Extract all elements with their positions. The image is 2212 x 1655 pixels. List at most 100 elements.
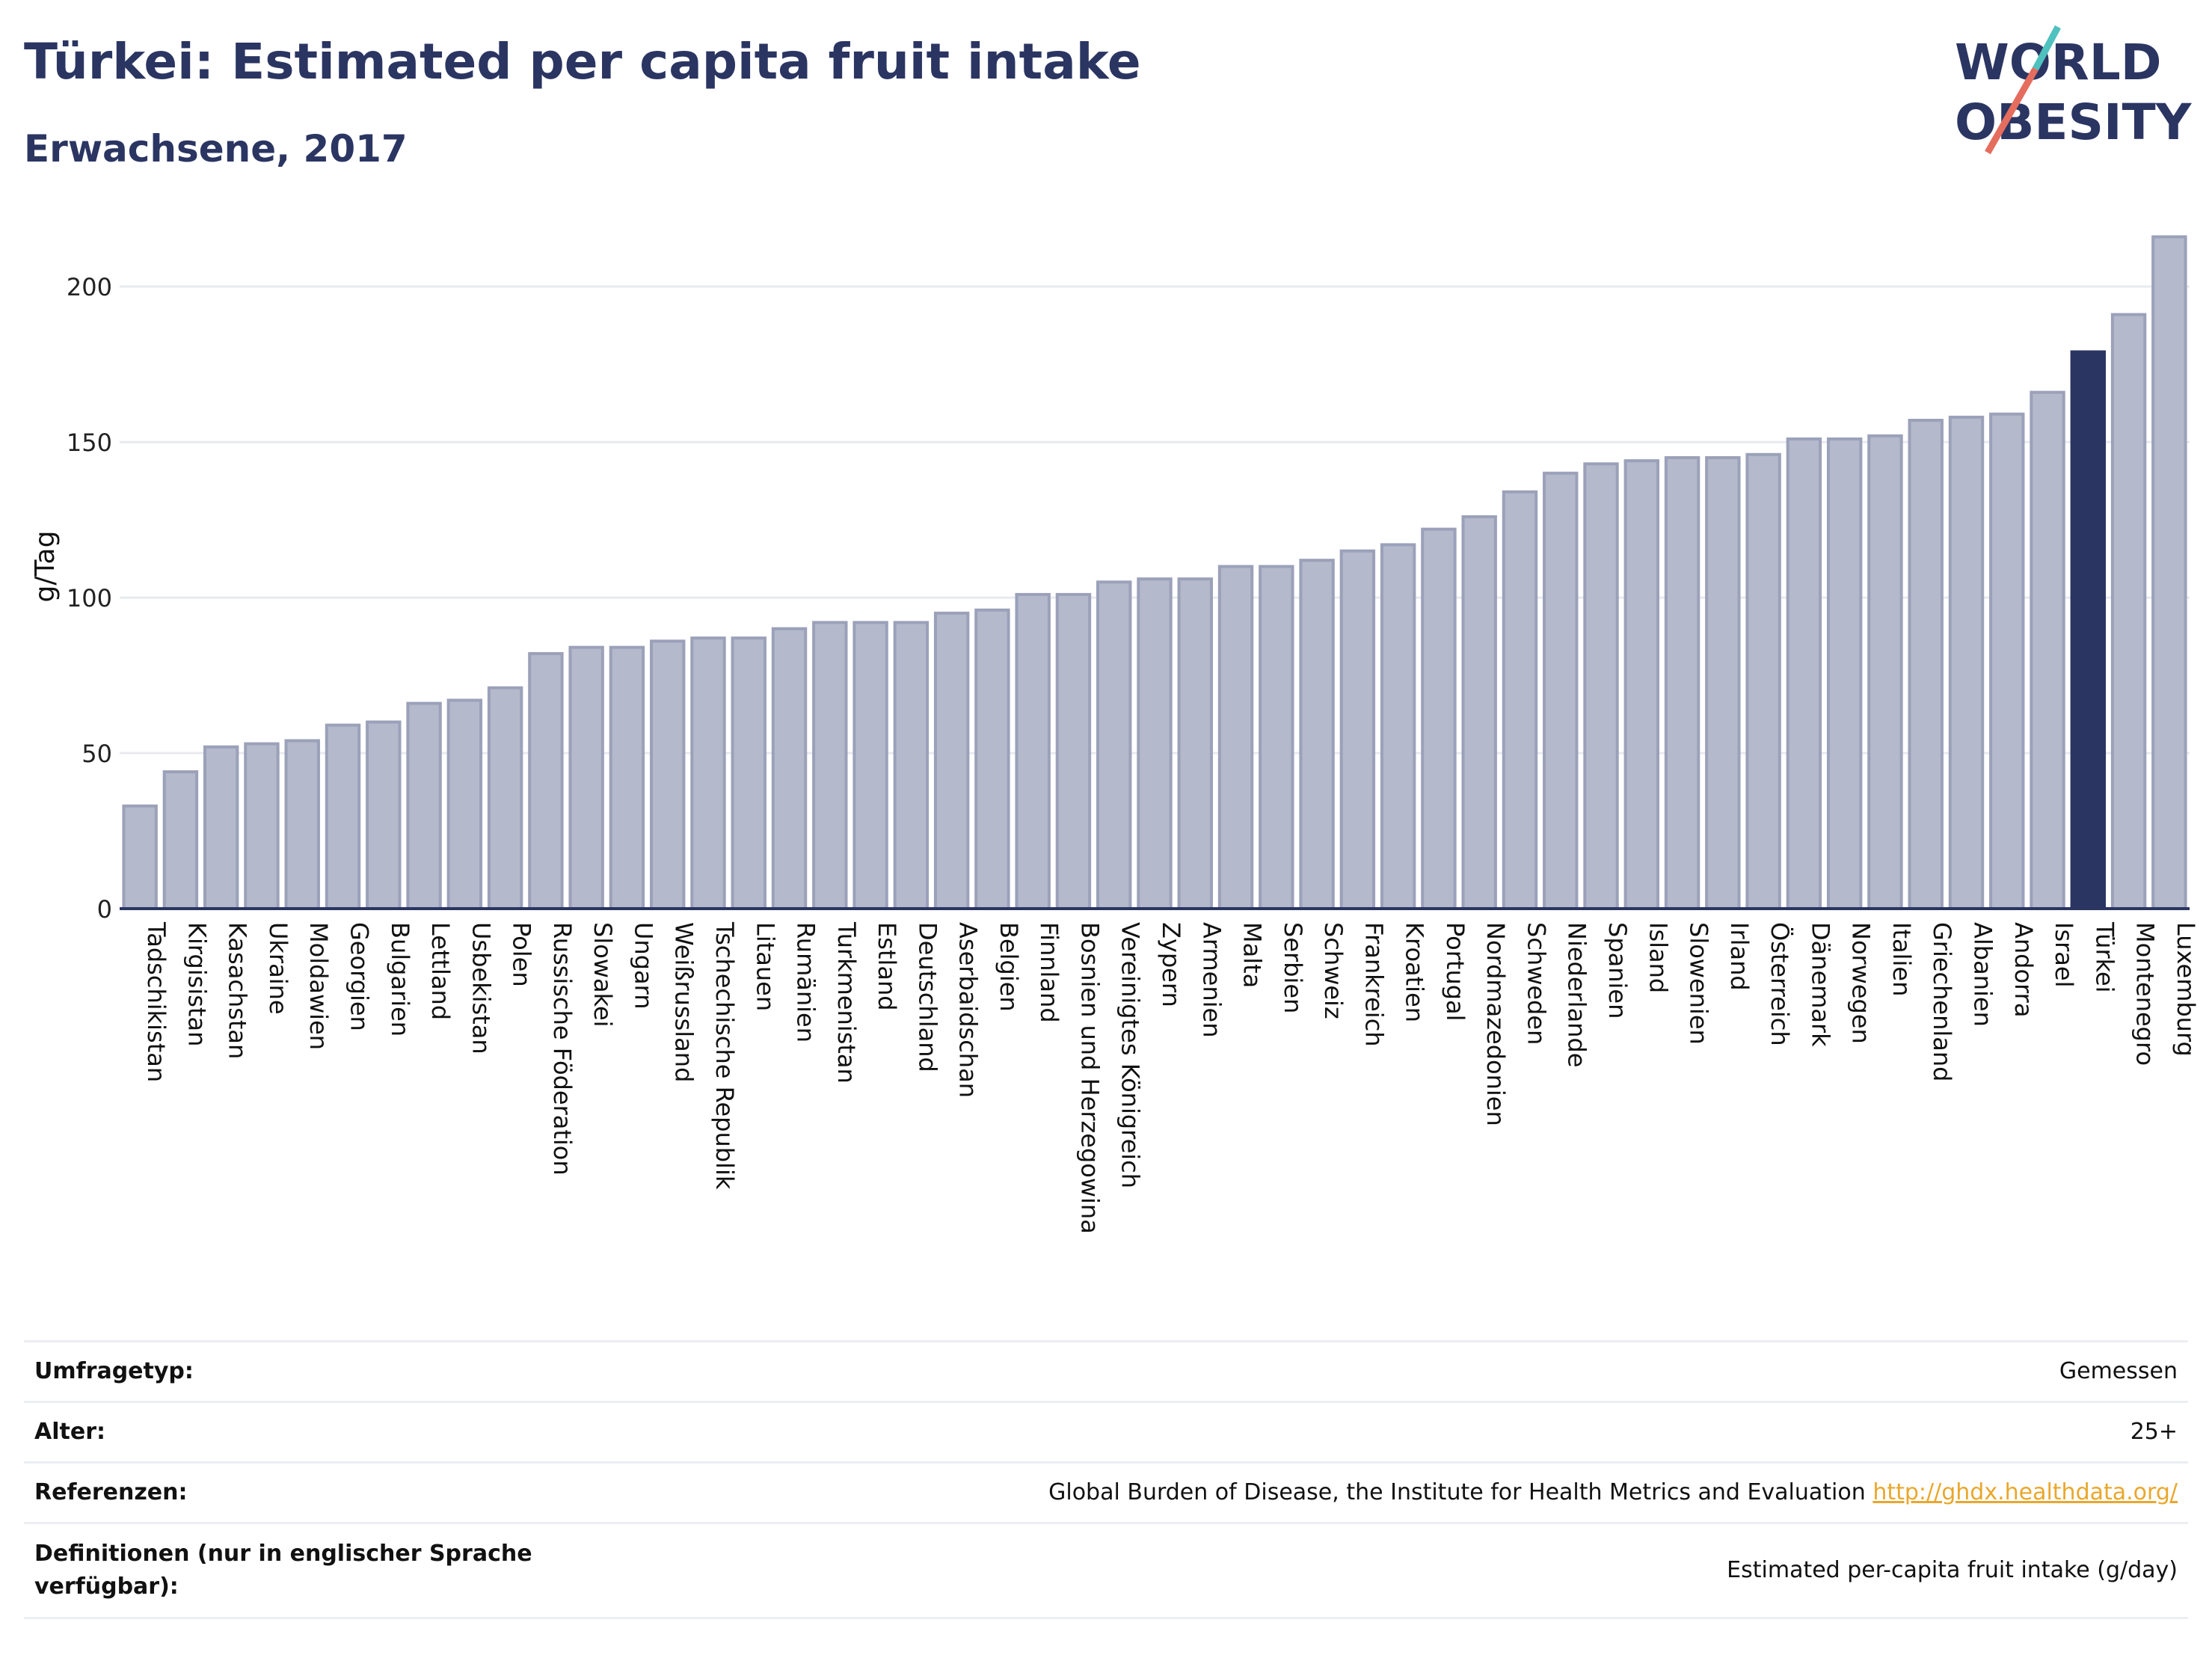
- x-tick-label: Nordmazedonien: [1481, 922, 1510, 1126]
- world-obesity-logo: WORLD OBESITY: [1955, 25, 2193, 155]
- x-tick-label: Slowakei: [589, 922, 617, 1028]
- x-tick-label: Litauen: [751, 922, 779, 1011]
- x-tick-label: Rumänien: [792, 922, 820, 1043]
- x-tick-label: Lettland: [426, 922, 455, 1020]
- survey-type-value: Gemessen: [2059, 1358, 2178, 1384]
- logo-line1: WORLD: [1955, 34, 2162, 91]
- x-tick-label: Turkmenistan: [832, 921, 861, 1084]
- bar: [406, 701, 442, 910]
- x-tick-label: Norwegen: [1847, 922, 1875, 1044]
- references-text: Global Burden of Disease, the Institute …: [1048, 1479, 1866, 1505]
- x-tick-label: Estland: [873, 922, 901, 1011]
- age-label: Alter:: [34, 1419, 105, 1445]
- bar: [1177, 577, 1213, 910]
- x-tick-label: Albanien: [1968, 922, 1997, 1027]
- bar: [974, 608, 1010, 911]
- definitions-value: Estimated per-capita fruit intake (g/day…: [1727, 1557, 2178, 1583]
- bar: [446, 698, 483, 910]
- x-tick-label: Frankreich: [1360, 922, 1388, 1047]
- x-tick-label: Türkei: [2090, 921, 2119, 993]
- x-tick-label: Slowenien: [1685, 922, 1713, 1045]
- bar: [528, 651, 564, 910]
- bar: [1623, 459, 1660, 910]
- bar: [2070, 350, 2107, 911]
- x-tick-label: Zypern: [1157, 922, 1185, 1007]
- x-tick-label: Andorra: [2009, 922, 2038, 1017]
- bar: [1461, 515, 1497, 910]
- x-tick-label: Aserbaidschan: [954, 922, 983, 1098]
- x-tick-label: Österreich: [1766, 922, 1794, 1046]
- y-axis-title: g/Tag: [30, 531, 61, 603]
- references-link[interactable]: http://ghdx.healthdata.org/: [1872, 1479, 2178, 1505]
- page-subtitle: Erwachsene, 2017: [24, 127, 408, 171]
- bar: [649, 639, 686, 910]
- bar: [852, 621, 888, 910]
- survey-type-label: Umfragetyp:: [34, 1358, 194, 1384]
- bar: [1664, 455, 1701, 910]
- bar: [1948, 415, 1985, 910]
- definitions-label: Definitionen (nur in englischer Sprache …: [34, 1541, 532, 1600]
- bar: [771, 627, 808, 910]
- bar: [162, 770, 199, 910]
- x-tick-label: Griechenland: [1928, 922, 1956, 1081]
- x-tick-label: Vereinigtes Königreich: [1116, 922, 1145, 1188]
- bar: [812, 621, 848, 910]
- bar: [366, 720, 402, 910]
- bar: [1299, 559, 1335, 910]
- x-tick-label: Ukraine: [264, 922, 292, 1015]
- bar: [284, 739, 320, 911]
- x-tick-label: Bosnien und Herzegowina: [1075, 922, 1104, 1234]
- info-table: Umfragetyp: Gemessen Alter: 25+ Referenz…: [24, 1340, 2188, 1619]
- bar: [122, 804, 158, 910]
- x-tick-label: Georgien: [345, 922, 374, 1031]
- bar: [1989, 412, 2025, 910]
- bar: [2030, 390, 2065, 910]
- x-tick-label: Malta: [1238, 922, 1267, 988]
- bar: [1339, 549, 1376, 910]
- bar: [2151, 235, 2187, 910]
- bar: [325, 723, 361, 911]
- info-row-age: Alter: 25+: [24, 1401, 2188, 1463]
- bar: [244, 742, 280, 910]
- bar: [1217, 565, 1254, 910]
- bar: [1705, 455, 1741, 910]
- x-tick-label: Portugal: [1441, 922, 1469, 1022]
- y-tick-label: 150: [67, 429, 112, 457]
- bar: [1745, 452, 1781, 910]
- bar: [1137, 577, 1173, 910]
- x-tick-label: Moldawien: [304, 922, 333, 1050]
- bar: [1421, 527, 1457, 910]
- x-tick-label: Niederlande: [1563, 922, 1591, 1067]
- x-tick-label: Dänemark: [1806, 922, 1834, 1047]
- x-tick-label: Israel: [2050, 922, 2078, 987]
- bar: [731, 636, 766, 911]
- info-row-survey: Umfragetyp: Gemessen: [24, 1341, 2188, 1402]
- bar: [1502, 490, 1538, 910]
- y-tick-label: 200: [67, 273, 112, 301]
- bar: [2110, 313, 2147, 910]
- x-tick-label: Tschechische Republik: [710, 921, 739, 1190]
- x-tick-label: Kasachstan: [224, 922, 252, 1059]
- bar: [568, 645, 604, 910]
- x-tick-label: Deutschland: [913, 922, 941, 1072]
- bar: [1908, 419, 1944, 910]
- bar: [203, 745, 239, 911]
- x-tick-label: Armenien: [1197, 922, 1226, 1037]
- bar: [933, 611, 970, 910]
- x-tick-label: Spanien: [1603, 922, 1632, 1019]
- x-tick-label: Tadschikistan: [142, 921, 170, 1082]
- x-tick-label: Polen: [508, 922, 536, 987]
- bar: [1826, 437, 1863, 910]
- x-tick-label: Irland: [1725, 922, 1754, 991]
- x-tick-label: Ungarn: [629, 922, 657, 1010]
- info-row-references: Referenzen: Global Burden of Disease, th…: [24, 1462, 2188, 1523]
- x-tick-label: Schweiz: [1319, 922, 1348, 1019]
- x-tick-label: Montenegro: [2131, 922, 2160, 1066]
- bar: [690, 636, 726, 911]
- logo-slash-coral: [1985, 67, 2039, 155]
- bar-chart: 0 50 100 150 200 g/Tag Tadschikistan Kirgisista…: [30, 235, 2200, 1234]
- bar: [1543, 471, 1579, 910]
- bar: [1583, 462, 1619, 910]
- x-tick-label: Serbien: [1279, 922, 1307, 1013]
- bar: [1259, 565, 1294, 910]
